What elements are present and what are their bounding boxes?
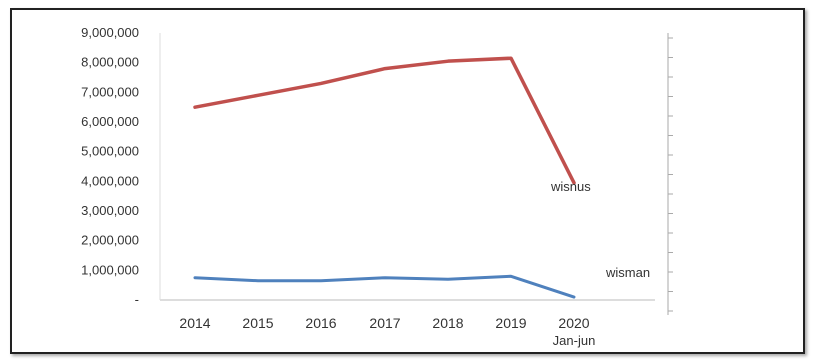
x-tick-label: 2017 [369, 315, 400, 331]
y-tick-label: 1,000,000 [81, 262, 139, 277]
y-tick-label: 7,000,000 [81, 84, 139, 99]
y-axis-ticks: - 1,000,000 2,000,000 3,000,000 4,000,000 5,0… [81, 25, 139, 307]
y-tick-label: 6,000,000 [81, 114, 139, 129]
x-tick-label: 2020 [558, 315, 589, 331]
series-lines [193, 56, 576, 299]
x-tick-label: 2014 [179, 315, 210, 331]
series-label-wisman: wisman [605, 265, 650, 280]
y-tick-label: 9,000,000 [81, 25, 139, 40]
x-axis-ticks: 2014 2015 2016 2017 2018 2019 2020 Jan-jun [179, 315, 595, 348]
series-labels: wisnus wisman [550, 179, 650, 280]
y-tick-label: - [135, 292, 139, 307]
x-tick-label: 2015 [242, 315, 273, 331]
y-tick-label: 2,000,000 [81, 233, 139, 248]
chart-axes [159, 33, 673, 315]
x-tick-sublabel: Jan-jun [553, 333, 596, 348]
x-tick-label: 2016 [305, 315, 336, 331]
x-tick-label: 2019 [495, 315, 526, 331]
y-tick-label: 4,000,000 [81, 173, 139, 188]
y-tick-label: 3,000,000 [81, 203, 139, 218]
series-line-wisnus [193, 56, 576, 185]
series-label-wisnus: wisnus [550, 179, 591, 194]
y-tick-label: 5,000,000 [81, 144, 139, 159]
series-line-wisman [193, 274, 576, 299]
x-tick-label: 2018 [432, 315, 463, 331]
y-tick-label: 8,000,000 [81, 55, 139, 70]
